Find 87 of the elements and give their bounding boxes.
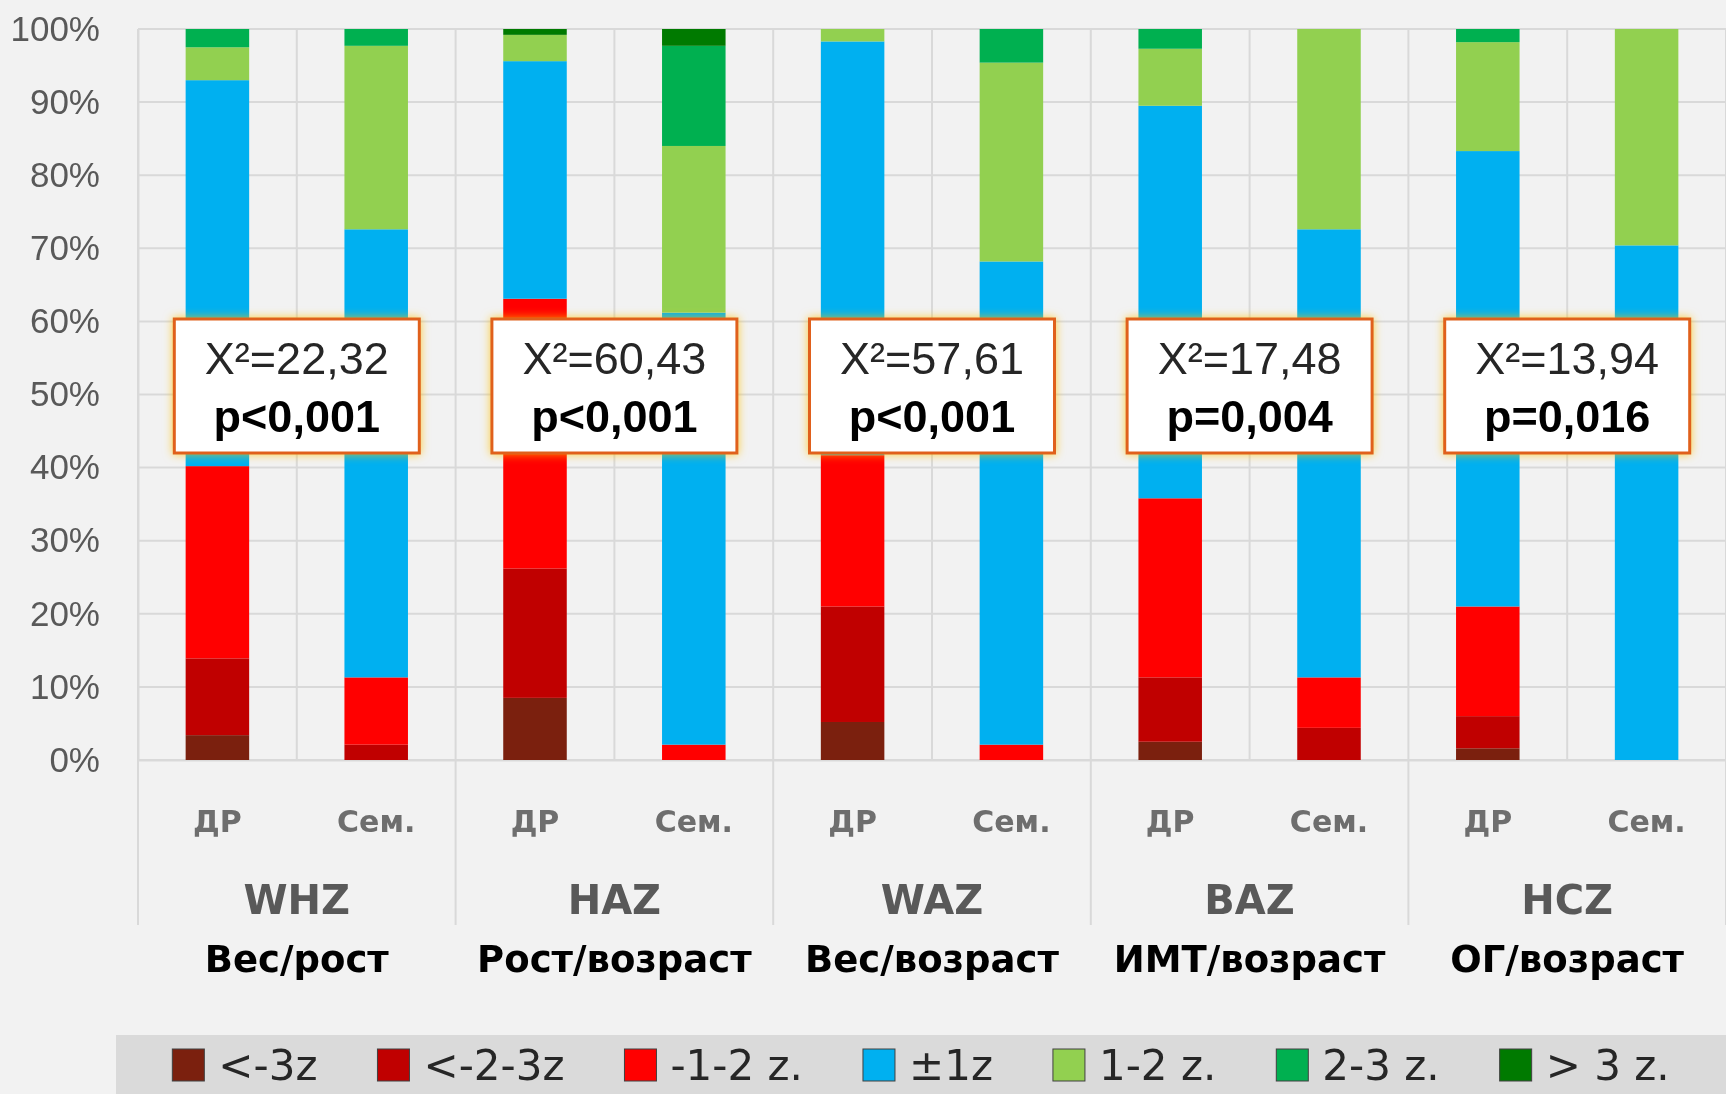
y-tick-label: 30% (29, 520, 100, 560)
bar (1614, 29, 1679, 246)
bar (503, 697, 567, 760)
x-tick-label: Сем. (972, 804, 1051, 840)
y-tick-label: 60% (29, 301, 100, 341)
bar (1138, 48, 1202, 106)
bar (1297, 727, 1361, 760)
bar (979, 62, 1044, 262)
bar (1138, 29, 1202, 49)
legend-label: > 3 z. (1545, 1041, 1670, 1090)
bar (185, 658, 250, 736)
legend-label: 2-3 z. (1322, 1041, 1440, 1090)
x-tick-label: Сем. (1289, 804, 1369, 840)
y-tick-label: 70% (29, 228, 100, 267)
x-tick-label: ДР (1463, 804, 1513, 840)
bar (1297, 29, 1361, 230)
legend-label: -1-2 z. (670, 1041, 803, 1090)
annotation: X²=13,94 (1475, 333, 1660, 384)
bar (503, 61, 567, 299)
bar (662, 744, 726, 760)
annotation: p<0,001 (213, 391, 380, 442)
annotation: p<0,001 (848, 391, 1016, 442)
legend-label: 1-2 z. (1098, 1041, 1217, 1090)
bar (344, 677, 408, 745)
bar (662, 29, 726, 46)
bar (185, 47, 250, 81)
bar (662, 145, 726, 313)
y-tick-label: 50% (29, 374, 100, 414)
text: Рост/возраст (477, 938, 753, 981)
bar (503, 34, 567, 62)
x-tick-label: ДР (193, 804, 242, 840)
text: HAZ (567, 877, 662, 923)
y-tick-label: 10% (29, 666, 100, 706)
bar (820, 721, 885, 760)
bar (344, 45, 408, 230)
x-tick-label: ДР (1145, 804, 1195, 840)
y-tick-label: 90% (29, 81, 100, 121)
annotation: X²=60,43 (522, 333, 707, 384)
annotation: X²=17,48 (1157, 333, 1342, 384)
bar (979, 744, 1044, 760)
y-tick-label: 20% (29, 593, 100, 633)
bar (185, 466, 250, 659)
text: ОГ/возраст (1450, 938, 1685, 981)
bar (1138, 741, 1202, 760)
legend-label: ±1z (908, 1041, 993, 1090)
y-tick-label: 80% (29, 154, 100, 194)
bar (1138, 677, 1202, 742)
y-tick-label: 0% (49, 739, 100, 779)
legend-label: <-2-3z (423, 1041, 565, 1090)
text: ИМТ/возраст (1113, 938, 1386, 981)
annotation: p=0,016 (1484, 391, 1651, 442)
annotation: p=0,004 (1166, 391, 1333, 442)
bar (344, 29, 408, 46)
bar (1456, 29, 1520, 43)
y-tick-label: 40% (29, 447, 100, 487)
y-tick-label: 100% (10, 8, 100, 48)
text: Вес/рост (204, 938, 390, 981)
text: WAZ (880, 877, 984, 923)
x-tick-label: ДР (510, 804, 560, 840)
bar (344, 744, 408, 760)
text: HCZ (1521, 877, 1614, 923)
text: WHZ (243, 877, 351, 923)
annotation: X²=57,61 (840, 333, 1024, 384)
bar (185, 735, 250, 760)
bar (820, 606, 885, 722)
bar (1138, 498, 1202, 678)
annotation: X²=22,32 (204, 333, 389, 384)
bar (1456, 716, 1520, 749)
legend-label: <-3z (218, 1041, 318, 1090)
text: BAZ (1204, 877, 1295, 923)
bar (979, 29, 1044, 63)
x-tick-label: Сем. (337, 804, 416, 840)
bar (662, 45, 726, 146)
x-tick-label: Сем. (1607, 804, 1686, 840)
bar (185, 29, 250, 48)
bar (1456, 748, 1520, 760)
bar (1297, 677, 1361, 728)
x-tick-label: Сем. (654, 804, 733, 840)
x-tick-label: ДР (828, 804, 877, 840)
annotation: p<0,001 (531, 391, 698, 442)
bar (1456, 606, 1520, 717)
bar (1456, 42, 1520, 152)
bar (820, 29, 885, 42)
bar (503, 29, 567, 35)
text: Вес/возраст (805, 938, 1060, 981)
bar (820, 455, 885, 607)
bar (503, 568, 567, 698)
